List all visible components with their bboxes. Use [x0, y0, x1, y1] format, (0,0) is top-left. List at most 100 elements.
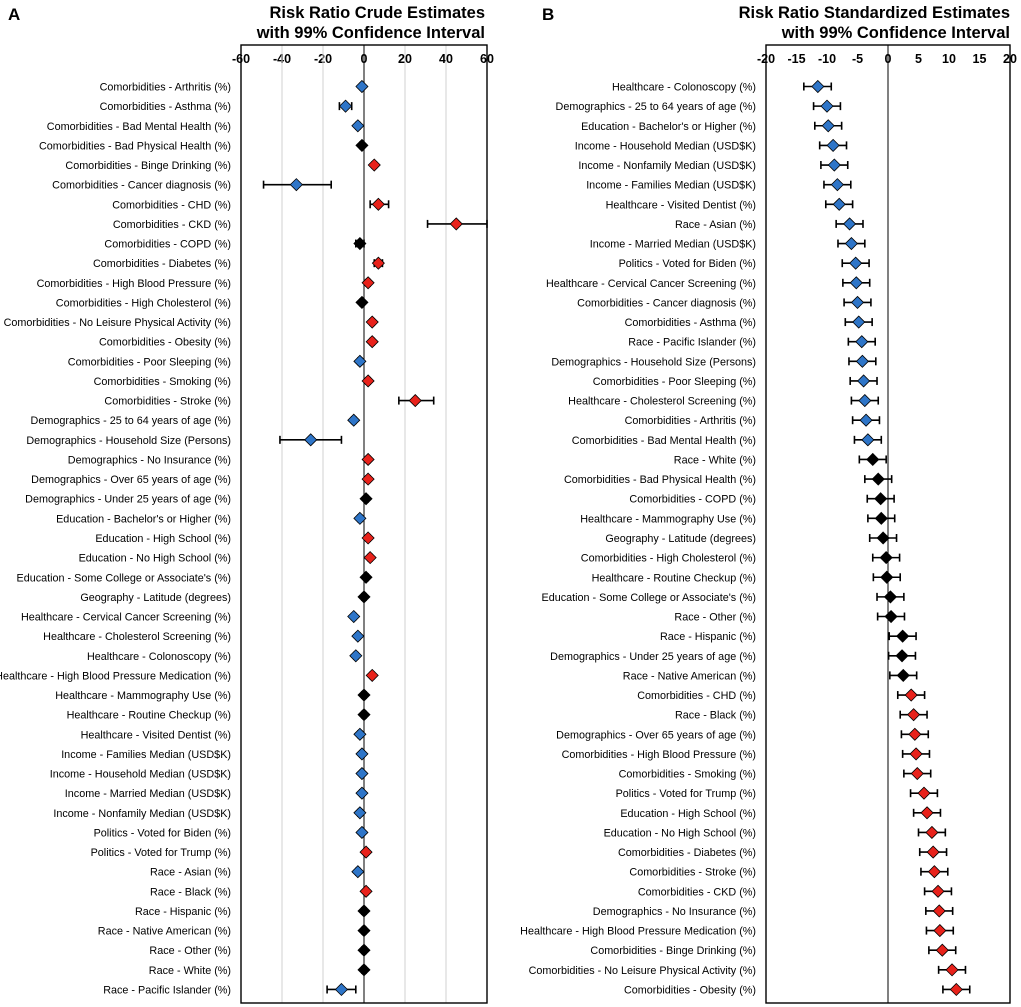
estimate-point: [855, 335, 869, 349]
estimate-point: [351, 865, 365, 879]
category-label: Income - Household Median (USD$K): [575, 140, 756, 152]
estimate-point: [355, 747, 369, 761]
category-label: Race - Hispanic (%): [135, 906, 231, 918]
estimate-point: [859, 413, 873, 427]
estimate-point: [826, 138, 840, 152]
x-tick-label: 10: [942, 52, 956, 66]
category-label: Comorbidities - Arthritis (%): [625, 415, 756, 427]
estimate-point: [935, 943, 949, 957]
category-label: Demographics - 25 to 64 years of age (%): [31, 415, 231, 427]
category-label: Comorbidities - Obesity (%): [99, 337, 231, 349]
estimate-point: [353, 806, 367, 820]
estimate-point: [931, 884, 945, 898]
category-label: Race - Hispanic (%): [660, 631, 756, 643]
estimate-point: [820, 99, 834, 113]
category-label: Comorbidities - Asthma (%): [100, 101, 231, 113]
estimate-point: [920, 806, 934, 820]
estimate-point: [908, 727, 922, 741]
estimate-point: [367, 158, 381, 172]
estimate-point: [933, 924, 947, 938]
estimate-point: [357, 590, 371, 604]
estimate-point: [361, 472, 375, 486]
estimate-point: [338, 99, 353, 113]
estimate-point: [849, 276, 863, 290]
estimate-point: [830, 178, 844, 192]
panel-letter: B: [542, 5, 554, 24]
category-label: Healthcare - Mammography Use (%): [580, 513, 756, 525]
estimate-point: [353, 727, 367, 741]
category-label: Race - Asian (%): [150, 867, 231, 879]
estimate-point: [357, 924, 371, 938]
category-label: Comorbidities - Obesity (%): [624, 984, 756, 996]
estimate-point: [408, 394, 422, 408]
category-label: Income - Married Median (USD$K): [65, 788, 231, 800]
category-label: Demographics - Household Size (Persons): [551, 356, 756, 368]
category-label: Income - Families Median (USD$K): [61, 749, 231, 761]
category-label: Education - High School (%): [95, 533, 231, 545]
estimate-point: [909, 747, 923, 761]
category-label: Healthcare - Visited Dentist (%): [606, 199, 756, 211]
estimate-point: [879, 551, 893, 565]
category-label: Healthcare - Cervical Cancer Screening (…: [21, 612, 231, 624]
estimate-point: [355, 825, 369, 840]
estimate-point: [355, 138, 369, 152]
category-label: Comorbidities - Diabetes (%): [93, 258, 231, 270]
category-label: Comorbidities - Stroke (%): [629, 867, 756, 879]
chart-title-line-1: Risk Ratio Crude Estimates: [270, 4, 485, 22]
chart-title-line-1: Risk Ratio Standardized Estimates: [739, 4, 1010, 22]
category-label: Demographics - Over 65 years of age (%): [556, 729, 756, 741]
category-label: Politics - Voted for Biden (%): [94, 827, 231, 839]
category-label: Education - Bachelor's or Higher (%): [56, 513, 231, 525]
category-label: Comorbidities - Cancer diagnosis (%): [577, 297, 756, 309]
plot-frame: [765, 44, 1011, 1004]
category-label: Race - Black (%): [150, 886, 231, 898]
estimate-point: [357, 904, 371, 918]
estimate-point: [849, 256, 863, 270]
estimate-point: [289, 178, 303, 192]
estimate-point: [895, 649, 909, 663]
estimate-point: [365, 668, 379, 682]
estimate-point: [359, 845, 373, 859]
category-label: Healthcare - Visited Dentist (%): [81, 729, 231, 741]
chart-title-line-2: with 99% Confidence Interval: [256, 24, 485, 42]
category-label: Race - Other (%): [149, 945, 231, 957]
estimate-point: [355, 295, 369, 309]
category-label: Income - Nonfamily Median (USD$K): [53, 808, 231, 820]
estimate-point: [821, 119, 835, 133]
category-label: Income - Household Median (USD$K): [50, 769, 231, 781]
estimate-point: [874, 492, 888, 506]
chart-title-line-2: with 99% Confidence Interval: [781, 24, 1010, 42]
estimate-point: [896, 668, 910, 682]
category-label: Comorbidities - Smoking (%): [619, 769, 756, 781]
category-label: Comorbidities - CKD (%): [113, 219, 231, 231]
estimate-point: [861, 433, 875, 447]
category-label: Comorbidities - Binge Drinking (%): [65, 160, 231, 172]
estimate-point: [357, 943, 371, 957]
category-label: Race - Native American (%): [98, 926, 231, 938]
category-label: Comorbidities - CHD (%): [637, 690, 756, 702]
estimate-point: [353, 354, 367, 368]
estimate-point: [945, 963, 959, 977]
estimate-point: [896, 629, 910, 643]
category-label: Politics - Voted for Trump (%): [616, 788, 756, 800]
category-label: Geography - Latitude (degrees): [80, 592, 231, 604]
estimate-point: [925, 825, 939, 840]
estimate-point: [355, 79, 369, 94]
category-label: Healthcare - Colonoscopy (%): [87, 651, 231, 663]
category-label: Comorbidities - Smoking (%): [94, 376, 231, 388]
x-tick-label: 15: [973, 52, 987, 66]
estimate-point: [884, 609, 898, 624]
estimate-point: [304, 433, 318, 447]
estimate-point: [827, 158, 841, 172]
category-label: Demographics - Under 25 years of age (%): [550, 651, 756, 663]
estimate-point: [359, 884, 373, 898]
category-label: Healthcare - High Blood Pressure Medicat…: [520, 926, 756, 938]
category-label: Comorbidities - COPD (%): [104, 239, 231, 251]
estimate-point: [949, 982, 963, 997]
estimate-point: [351, 629, 365, 643]
category-label: Race - Native American (%): [623, 670, 756, 682]
category-label: Education - No High School (%): [604, 827, 756, 839]
estimate-point: [855, 354, 869, 368]
category-label: Healthcare - High Blood Pressure Medicat…: [0, 670, 231, 682]
